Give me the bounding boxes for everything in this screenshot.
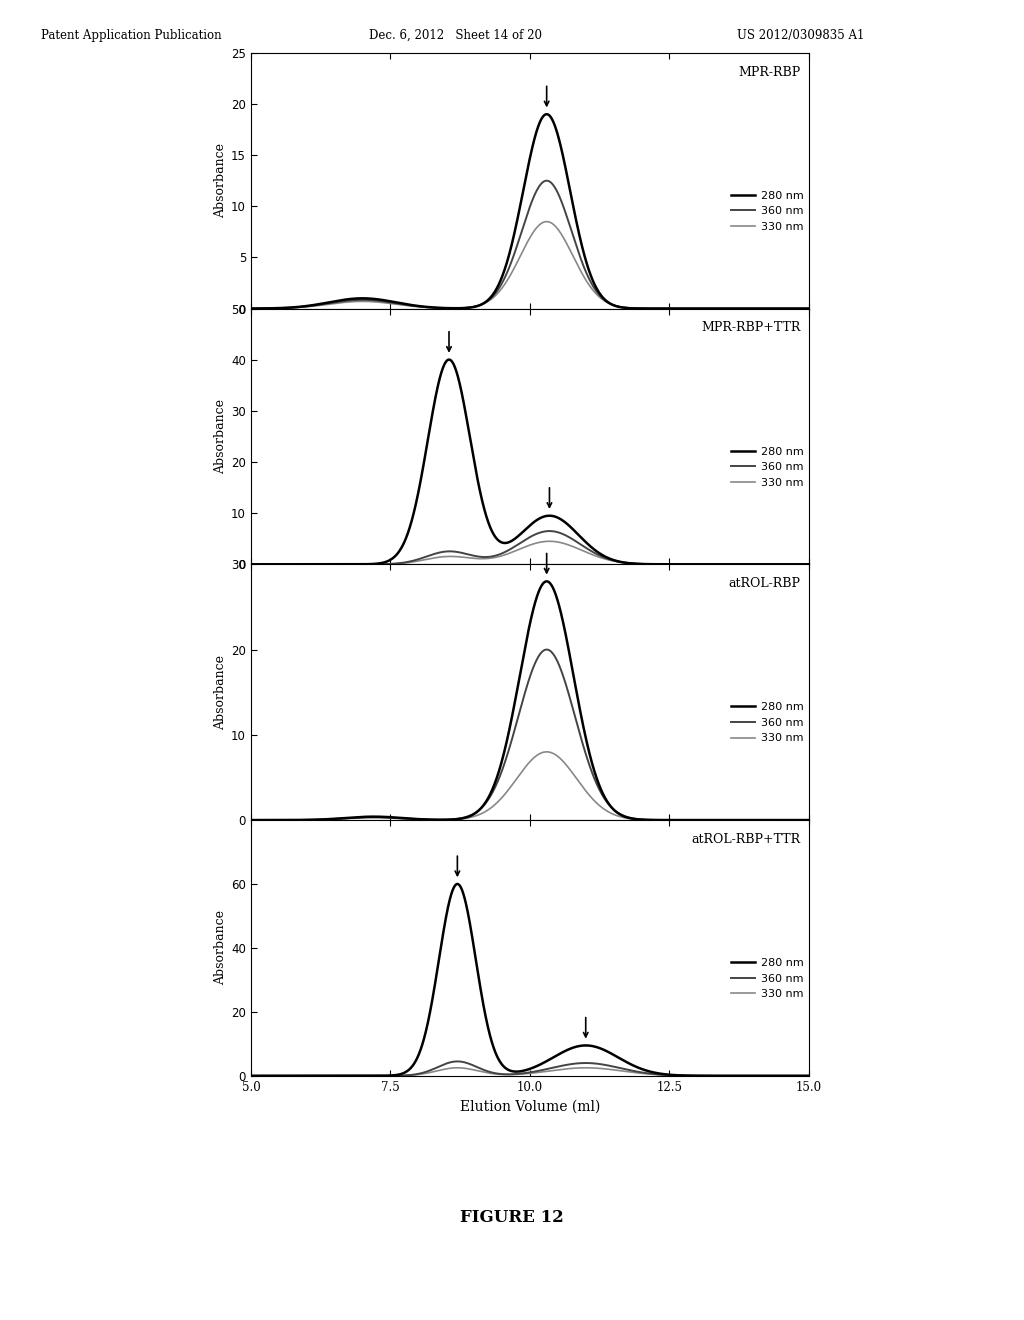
Text: Dec. 6, 2012   Sheet 14 of 20: Dec. 6, 2012 Sheet 14 of 20 xyxy=(369,29,542,42)
Text: MPR-RBP: MPR-RBP xyxy=(738,66,801,79)
X-axis label: Elution Volume (ml): Elution Volume (ml) xyxy=(460,1100,600,1113)
Legend: 280 nm, 360 nm, 330 nm: 280 nm, 360 nm, 330 nm xyxy=(726,442,808,492)
Legend: 280 nm, 360 nm, 330 nm: 280 nm, 360 nm, 330 nm xyxy=(726,698,808,748)
Text: atROL-RBP: atROL-RBP xyxy=(729,577,801,590)
Text: FIGURE 12: FIGURE 12 xyxy=(460,1209,564,1225)
Y-axis label: Absorbance: Absorbance xyxy=(214,911,227,986)
Legend: 280 nm, 360 nm, 330 nm: 280 nm, 360 nm, 330 nm xyxy=(726,953,808,1003)
Y-axis label: Absorbance: Absorbance xyxy=(214,143,227,218)
Legend: 280 nm, 360 nm, 330 nm: 280 nm, 360 nm, 330 nm xyxy=(726,186,808,236)
Text: US 2012/0309835 A1: US 2012/0309835 A1 xyxy=(737,29,864,42)
Text: MPR-RBP+TTR: MPR-RBP+TTR xyxy=(701,321,801,334)
Text: Patent Application Publication: Patent Application Publication xyxy=(41,29,221,42)
Y-axis label: Absorbance: Absorbance xyxy=(214,399,227,474)
Text: atROL-RBP+TTR: atROL-RBP+TTR xyxy=(691,833,801,846)
Y-axis label: Absorbance: Absorbance xyxy=(214,655,227,730)
